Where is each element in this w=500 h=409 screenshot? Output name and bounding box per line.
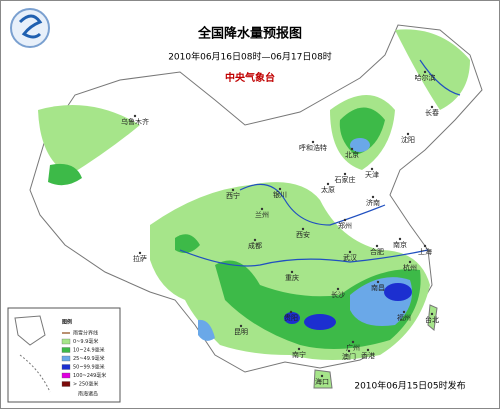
legend-title: 图例 — [62, 319, 72, 326]
city-dot — [375, 244, 379, 248]
city-dot — [290, 270, 294, 274]
city-dot — [320, 374, 324, 378]
city-dot — [343, 172, 347, 176]
city-label: 兰州 — [255, 210, 269, 219]
city-dot — [408, 260, 412, 264]
city-dot — [371, 195, 375, 199]
city-dot — [297, 347, 301, 351]
city-label: 天津 — [365, 171, 379, 179]
city-label: 济南 — [366, 198, 380, 207]
city-dot — [402, 310, 406, 314]
city-label: 合肥 — [370, 247, 384, 256]
city-label: 西安 — [296, 230, 310, 239]
agency: 中央气象台 — [225, 71, 275, 84]
legend-label: 50~99.9毫米 — [73, 364, 105, 371]
legend-swatch — [61, 372, 71, 379]
rivers — [179, 59, 461, 267]
subtitle: 2010年06月16日08时—06月17日08时 — [168, 51, 332, 63]
city-label: 太原 — [321, 185, 335, 194]
legend-label: 100~249毫米 — [73, 372, 106, 379]
legend-label: 雨雪分界线 — [73, 330, 98, 337]
city-dot — [253, 238, 257, 242]
city-label: 重庆 — [285, 273, 299, 282]
city-label: 沈阳 — [401, 135, 415, 144]
city-label: 昆明 — [234, 328, 248, 336]
city-label: 南京 — [393, 240, 407, 249]
city-dot — [366, 348, 370, 352]
legend-swatch — [61, 364, 71, 370]
city-label: 郑州 — [338, 222, 352, 230]
city-dot — [133, 114, 137, 118]
city-dot — [398, 237, 402, 241]
city-dot — [376, 280, 380, 284]
city-label: 成都 — [248, 241, 262, 250]
title: 全国降水量预报图 — [197, 26, 302, 42]
city-dot — [326, 182, 330, 186]
legend-swatch — [61, 381, 71, 387]
city-label: 哈尔滨 — [415, 73, 436, 82]
city-label: 澳门 — [342, 352, 356, 361]
city-dot — [370, 167, 374, 171]
city-label: 银川 — [273, 190, 287, 199]
city-label: 香港 — [361, 351, 375, 360]
city-dot — [347, 349, 351, 353]
city-dot — [278, 187, 282, 191]
city-label: 广州 — [346, 343, 360, 352]
city-dot — [336, 287, 340, 291]
city-label: 长沙 — [331, 290, 345, 299]
legend-label: > 250毫米 — [73, 381, 98, 388]
legend-swatch — [61, 338, 71, 345]
city-label: 呼和浩特 — [299, 143, 327, 152]
city-dot — [138, 251, 142, 255]
city-label: 北京 — [345, 150, 359, 159]
city-label: 石家庄 — [335, 175, 356, 184]
city-label: 西宁 — [226, 191, 240, 200]
legend-swatch — [61, 347, 71, 353]
city-dot — [423, 70, 427, 74]
inset-label: 南海诸岛 — [78, 391, 98, 398]
city-dot — [430, 312, 434, 316]
city-label: 南宁 — [292, 350, 306, 359]
city-dot — [430, 105, 434, 109]
city-dot — [260, 207, 264, 211]
legend-label: 10~24.9毫米 — [73, 347, 105, 354]
legend-label: 25~49.9毫米 — [73, 355, 105, 362]
city-label: 上海 — [418, 247, 432, 256]
city-dot — [406, 132, 410, 136]
city-label: 长春 — [425, 108, 439, 117]
city-dot — [423, 244, 427, 248]
city-dot — [301, 227, 305, 231]
legend-label: 0~9.9毫米 — [73, 338, 98, 345]
city-dot — [311, 140, 315, 144]
city-dot — [343, 218, 347, 222]
city-label: 武汉 — [343, 253, 357, 262]
city-label: 杭州 — [403, 263, 417, 272]
city-label: 海口 — [315, 377, 329, 386]
city-dot — [350, 147, 354, 151]
legend-swatch — [61, 355, 71, 362]
logo — [10, 8, 50, 48]
precip-areas — [38, 29, 470, 360]
city-dot — [348, 250, 352, 254]
issue-time: 2010年06月15日05时发布 — [354, 380, 465, 392]
city-dot — [239, 324, 243, 328]
city-label: 乌鲁木齐 — [121, 117, 149, 126]
city-label: 台北 — [425, 315, 439, 324]
city-label: 南昌 — [371, 283, 385, 292]
city-label: 拉萨 — [133, 254, 147, 263]
city-dot — [231, 188, 235, 192]
city-label: 福州 — [397, 313, 411, 322]
city-dot — [289, 310, 293, 314]
city-dot — [351, 340, 355, 344]
city-label: 贵阳 — [284, 313, 298, 322]
